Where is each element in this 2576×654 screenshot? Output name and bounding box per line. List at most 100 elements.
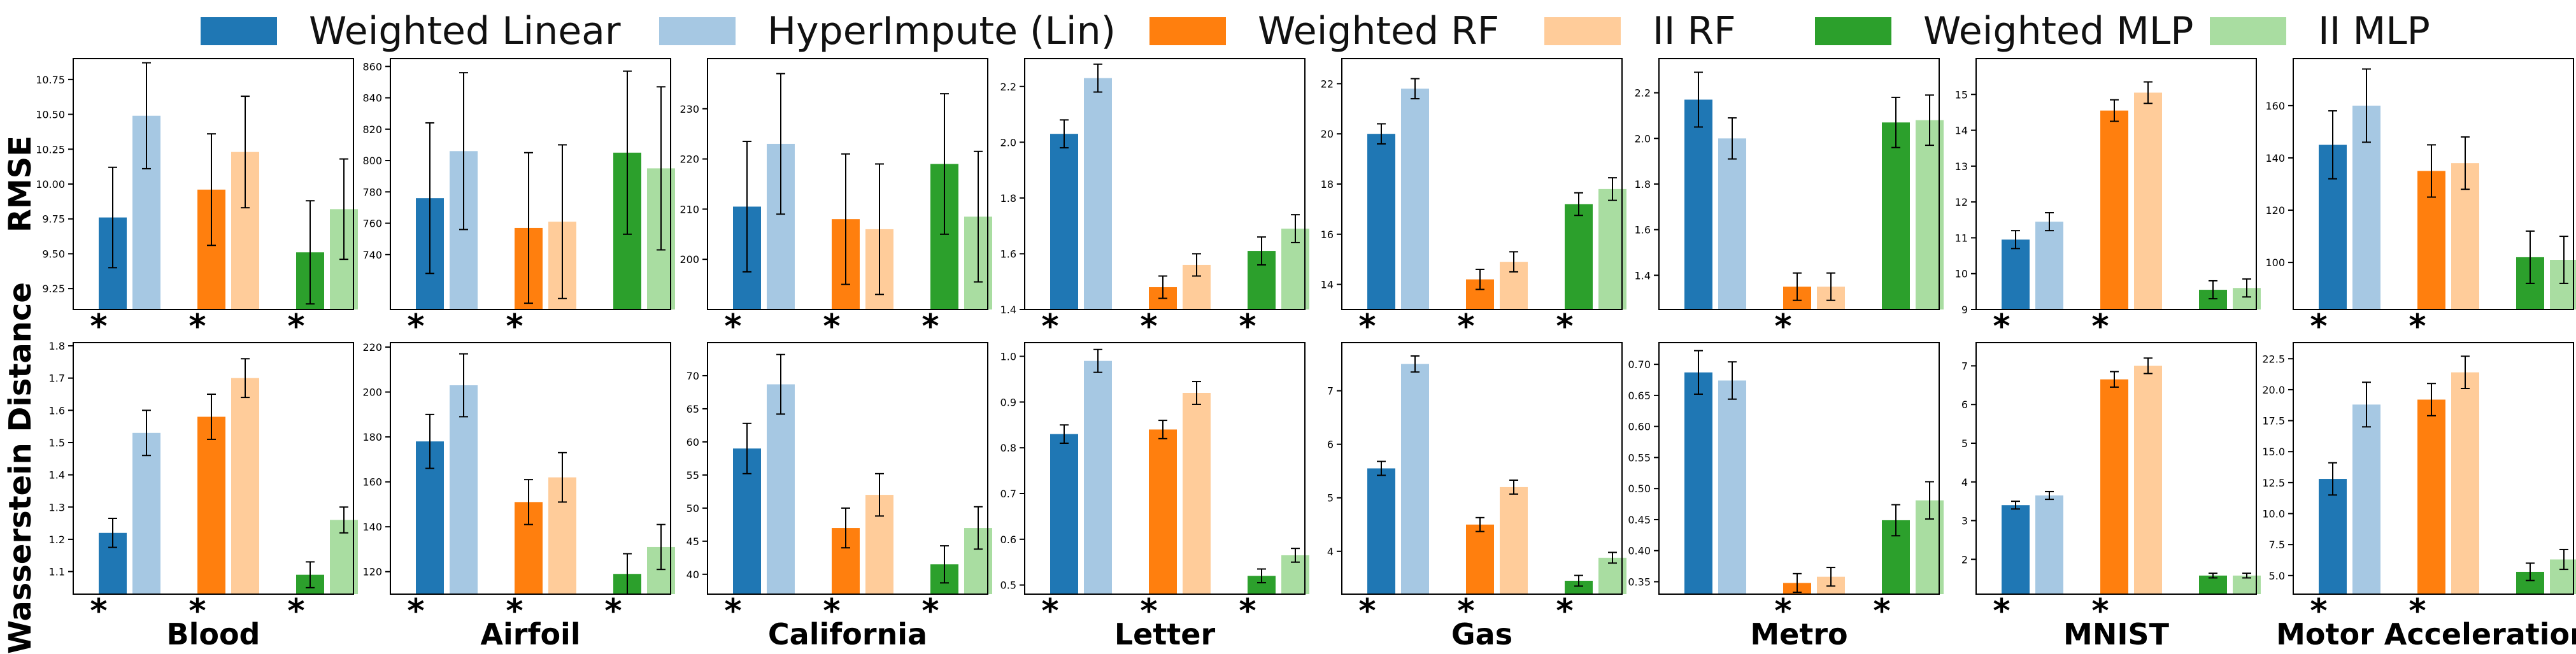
y-tick-label: 4 (1327, 546, 1334, 558)
y-tick-label: 1.4 (1635, 269, 1651, 281)
bar (2100, 379, 2128, 594)
axes-frame (2293, 342, 2574, 595)
bar (2352, 404, 2380, 594)
significance-star: * (407, 308, 424, 346)
axes-frame (1975, 342, 2257, 595)
y-tick-label: 220 (362, 341, 382, 353)
bar (1565, 204, 1593, 309)
y-tick-label: 1.3 (49, 501, 65, 513)
y-tick-label: 1.2 (49, 534, 65, 546)
y-tick-label: 18 (1321, 178, 1334, 190)
y-tick-label: 16 (1321, 229, 1334, 241)
y-tick-label: 7 (1327, 385, 1334, 397)
significance-star: * (1140, 592, 1157, 630)
y-tick-label: 120 (362, 566, 382, 578)
significance-star: * (287, 592, 304, 630)
significance-star: * (1993, 308, 2010, 346)
dataset-title: Blood (167, 617, 260, 651)
axes-frame (1658, 342, 1940, 595)
bar (1149, 429, 1177, 594)
bar (1183, 393, 1211, 594)
axes-frame (73, 342, 354, 595)
significance-star: * (2310, 308, 2327, 346)
bar (1882, 122, 1910, 310)
significance-star: * (1041, 308, 1058, 346)
significance-star: * (1993, 592, 2010, 630)
significance-star: * (407, 592, 424, 630)
bar (1367, 468, 1395, 594)
y-tick-label: 210 (680, 203, 699, 215)
y-tick-label: 10.00 (36, 178, 65, 190)
legend-item: Weighted Linear (201, 9, 621, 53)
significance-star: * (1239, 308, 1256, 346)
bar (2319, 479, 2347, 594)
y-tick-label: 140 (362, 521, 382, 533)
significance-star: * (90, 592, 107, 630)
y-tick-label: 22.5 (2262, 353, 2285, 365)
y-tick-label: 1.6 (49, 404, 65, 416)
y-tick-label: 0.9 (1000, 396, 1016, 408)
y-tick-label: 2.0 (1000, 136, 1016, 148)
y-tick-label: 1.8 (1635, 178, 1651, 190)
bar (767, 384, 795, 594)
legend-label: HyperImpute (Lin) (767, 9, 1116, 53)
y-tick-label: 220 (680, 153, 699, 166)
significance-star: * (1774, 592, 1791, 630)
bar (1401, 89, 1429, 309)
y-tick-label: 230 (680, 103, 699, 115)
y-tick-label: 1.4 (1000, 304, 1016, 316)
y-tick-label: 0.5 (1000, 579, 1016, 592)
y-tick-label: 820 (362, 124, 382, 136)
axes-frame (390, 342, 671, 595)
y-tick-label: 0.35 (1628, 576, 1651, 588)
significance-star: * (724, 308, 741, 346)
significance-star: * (2091, 592, 2109, 630)
significance-star: * (1556, 308, 1573, 346)
significance-star: * (2310, 592, 2327, 630)
significance-star: * (1140, 308, 1157, 346)
axes-frame (1975, 58, 2257, 310)
legend-item: HyperImpute (Lin) (659, 9, 1116, 53)
y-tick-label: 800 (362, 155, 382, 167)
y-tick-label: 740 (362, 249, 382, 261)
y-tick-label: 5.0 (2269, 570, 2285, 582)
bar (2199, 575, 2227, 594)
bar (450, 385, 478, 594)
y-tick-label: 14 (1321, 279, 1334, 291)
row-label-rmse: RMSE (3, 136, 38, 232)
bar (2002, 505, 2030, 594)
axes-frame (1024, 342, 1306, 595)
significance-star: * (823, 592, 840, 630)
legend-swatch (1815, 17, 1891, 45)
y-tick-label: 50 (687, 502, 699, 515)
legend-swatch (659, 17, 736, 45)
significance-star: * (1457, 592, 1474, 630)
significance-star: * (1358, 308, 1376, 346)
dataset-title: MNIST (2063, 617, 2170, 651)
dataset-title: Gas (1451, 617, 1512, 651)
significance-star: * (922, 308, 939, 346)
y-tick-label: 14 (1955, 125, 1968, 137)
bar (231, 378, 259, 594)
y-tick-label: 10.0 (2262, 508, 2285, 520)
y-tick-label: 180 (362, 431, 382, 443)
y-tick-label: 13 (1955, 160, 1968, 173)
dataset-title: California (768, 617, 927, 651)
y-tick-label: 40 (687, 569, 699, 581)
bar (1500, 487, 1528, 594)
y-tick-label: 0.50 (1628, 483, 1651, 495)
bar (1367, 134, 1395, 309)
y-tick-label: 22 (1321, 78, 1334, 90)
bar (2134, 366, 2162, 594)
significance-star: * (506, 592, 523, 630)
significance-star: * (189, 592, 206, 630)
significance-star: * (2409, 592, 2426, 630)
significance-star: * (2091, 308, 2109, 346)
y-tick-label: 11 (1955, 232, 1968, 244)
legend-item: Weighted RF (1149, 9, 1499, 53)
y-tick-label: 17.5 (2262, 415, 2285, 427)
significance-star: * (1873, 592, 1890, 630)
significance-star: * (1556, 592, 1573, 630)
y-tick-label: 1.1 (49, 566, 65, 578)
significance-star: * (1358, 592, 1376, 630)
